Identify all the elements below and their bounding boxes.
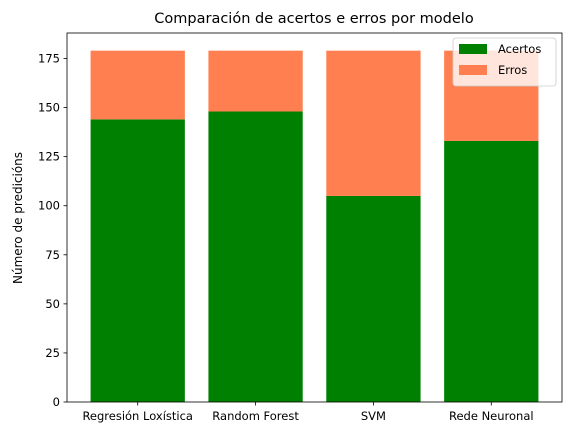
legend: Acertos Erros	[452, 37, 557, 87]
y-tick-label-5: 125	[38, 150, 60, 164]
legend-label-acertos: Acertos	[498, 42, 541, 56]
y-tick-label-3: 75	[45, 248, 60, 262]
x-tick-label-0: Regresión Loxística	[82, 409, 193, 423]
bar-acertos-0	[90, 119, 185, 403]
bar-acertos-3	[444, 140, 539, 402]
bar-acertos-2	[326, 195, 421, 402]
bar-erros-0	[90, 50, 185, 120]
y-tick-label-4: 100	[38, 199, 60, 213]
bar-acertos-1	[208, 111, 303, 403]
x-tick-label-3: Rede Neuronal	[449, 409, 534, 423]
legend-swatch-erros	[459, 65, 487, 75]
bar-erros-1	[208, 50, 303, 112]
y-axis-ticks: 0 25 50 75 100 125 150 175	[38, 52, 67, 409]
y-axis-label: Número de predicións	[11, 152, 25, 284]
legend-swatch-acertos	[459, 44, 487, 54]
x-tick-label-1: Random Forest	[212, 409, 299, 423]
legend-label-erros: Erros	[498, 63, 527, 77]
chart-title: Comparación de acertos e erros por model…	[154, 11, 474, 27]
bar-erros-2	[326, 50, 421, 196]
y-tick-label-2: 50	[45, 297, 60, 311]
bars-group	[90, 50, 539, 403]
y-tick-label-6: 150	[38, 101, 60, 115]
x-axis-ticks: Regresión Loxística Random Forest SVM Rede …	[82, 402, 534, 423]
y-tick-label-1: 25	[45, 346, 60, 360]
y-tick-label-0: 0	[53, 395, 60, 409]
x-tick-label-2: SVM	[361, 409, 386, 423]
plot-frame	[66, 32, 563, 403]
y-tick-label-7: 175	[38, 52, 60, 66]
